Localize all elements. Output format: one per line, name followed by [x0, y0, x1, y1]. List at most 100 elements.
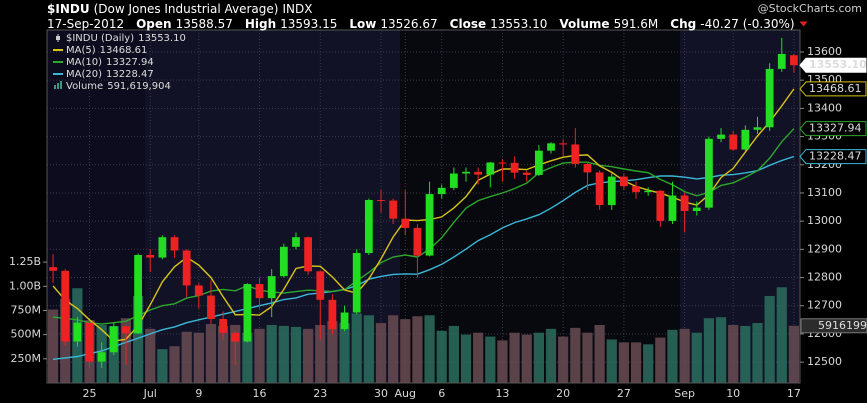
candle-body: [571, 144, 580, 164]
legend-icon: [56, 36, 60, 40]
volume-bar: [47, 309, 59, 383]
candle-body: [316, 271, 325, 300]
field-label: Volume: [559, 17, 609, 31]
candle-body: [122, 326, 130, 334]
x-tick-label: 9: [195, 387, 202, 400]
volume-bar: [473, 332, 484, 383]
candle-body: [279, 246, 288, 277]
candle-body: [425, 194, 434, 256]
value-box-label: 13468.61: [809, 82, 862, 95]
volume-bar: [436, 330, 447, 383]
candle-body: [534, 150, 543, 175]
volume-bar: [630, 342, 642, 383]
candle-body: [170, 237, 179, 251]
volume-bar: [570, 327, 581, 383]
candle-body: [231, 332, 240, 342]
field-label: Close: [450, 17, 486, 31]
x-tick-label: Aug: [395, 387, 416, 400]
field-label: Open: [136, 17, 171, 31]
legend-value: 13553.10: [138, 33, 186, 44]
volume-bar: [290, 326, 302, 383]
candle-body: [462, 171, 470, 174]
candle-body: [194, 285, 203, 296]
volume-bar: [375, 323, 387, 383]
candle-body: [705, 138, 713, 208]
volume-bar: [460, 334, 472, 383]
candle-body: [304, 237, 313, 272]
legend-value: 13327.94: [106, 57, 154, 68]
candle-body: [559, 143, 568, 145]
candle-layer: [49, 37, 798, 368]
volume-bar: [703, 318, 715, 383]
candle-body: [632, 186, 640, 193]
volume-bar: [157, 349, 168, 383]
legend-name: Volume: [66, 81, 103, 92]
grid: [47, 30, 800, 383]
volume-bar: [132, 295, 144, 383]
candle-body: [267, 276, 276, 299]
value-box: [800, 318, 867, 334]
legend-icon: [60, 81, 62, 89]
value-box-label: 591619904: [818, 319, 867, 332]
legend-entry: $INDU (Daily) 13553.10: [66, 33, 186, 44]
field-label: Low: [349, 17, 376, 31]
candle-body: [219, 318, 227, 333]
candle-body: [146, 254, 155, 258]
x-tick-label: 6: [438, 387, 445, 400]
volume-bar: [145, 328, 156, 383]
field-value: 13553.10: [490, 17, 547, 31]
legend-name: MA(10): [66, 57, 102, 68]
candle-body: [644, 190, 653, 193]
candle-body: [61, 270, 70, 342]
legend-entry: MA(5) 13468.61: [66, 45, 147, 56]
volume-bar: [205, 324, 217, 383]
candle-body: [583, 163, 592, 173]
candle-body: [753, 127, 762, 130]
volume-bar: [412, 316, 423, 383]
volume-bar: [485, 336, 496, 383]
month-band: [400, 30, 680, 383]
volume-bar: [764, 295, 775, 383]
volume-bar: [788, 325, 800, 383]
y2-tick-label: 500M: [11, 328, 42, 341]
volume-bar: [363, 315, 374, 383]
value-box: [799, 81, 867, 97]
volume-bar: [193, 332, 204, 383]
field-label: Chg: [670, 17, 696, 31]
x-tick-label: 20: [556, 387, 570, 400]
plot-frame: [46, 29, 801, 384]
y-tick-label: 12900: [807, 242, 842, 255]
candle-body: [656, 190, 665, 221]
volume-bar: [169, 346, 180, 383]
candle-body: [498, 162, 507, 164]
volume-bar: [679, 328, 690, 383]
legend-icon: [57, 83, 59, 89]
volume-bar: [582, 332, 593, 383]
exchange: INDX: [282, 2, 312, 16]
candle-body: [729, 134, 738, 150]
ma-line: [53, 128, 795, 325]
value-box: [799, 57, 867, 73]
volume-bar: [181, 331, 192, 383]
volume-bar: [533, 332, 544, 383]
volume-bar: [776, 287, 787, 383]
legend-entry: MA(10) 13327.94: [66, 57, 154, 68]
volume-bar: [715, 317, 727, 383]
symbol: $INDU: [47, 2, 90, 16]
y-tick-label: 13000: [807, 214, 842, 227]
y2-tick-label: 1.25B: [9, 255, 41, 268]
x-tick-label: 17: [787, 387, 801, 400]
volume-bar: [558, 336, 569, 383]
y-tick-label: 13100: [807, 186, 842, 199]
value-box: [799, 149, 867, 165]
field-value: 591.6M: [614, 17, 659, 31]
volume-bar: [400, 319, 411, 383]
volume-bar: [740, 325, 751, 383]
volume-bar: [606, 339, 617, 383]
candle-body: [717, 134, 725, 139]
volume-bar: [351, 313, 362, 383]
legend-value: 13228.47: [106, 69, 154, 80]
x-tick-label: 16: [253, 387, 267, 400]
